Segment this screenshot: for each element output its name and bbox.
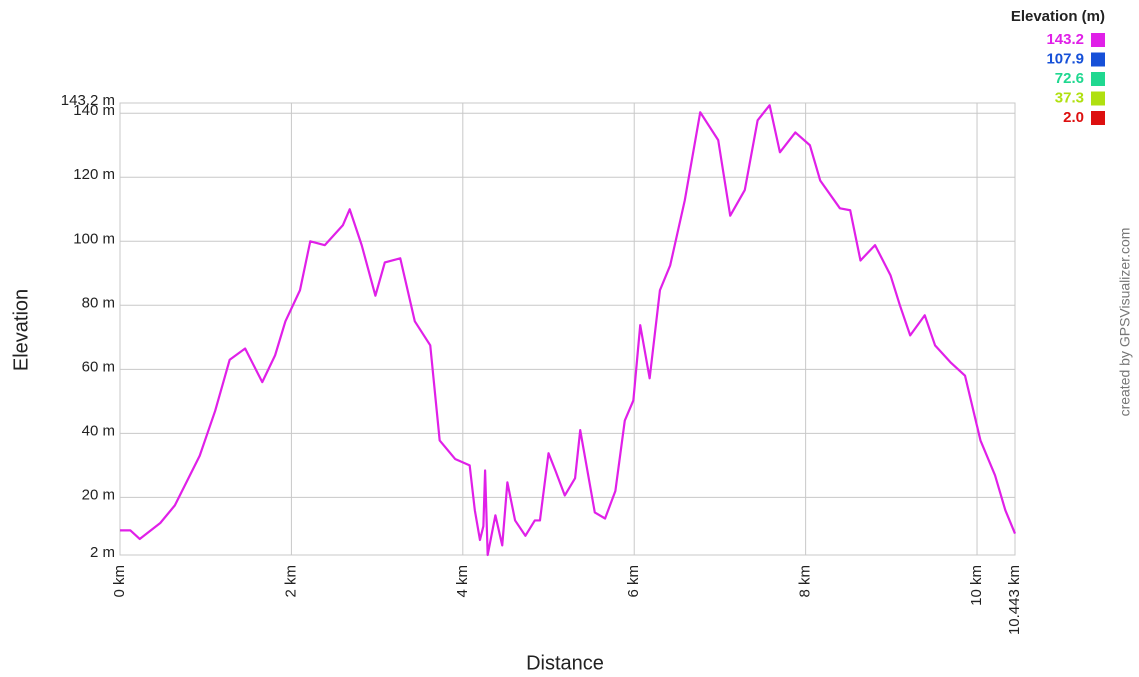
plot-frame bbox=[119, 102, 1016, 556]
y-tick-label: 100 m bbox=[73, 230, 115, 247]
legend-swatch bbox=[1091, 91, 1105, 106]
y-tick-label: 40 m bbox=[82, 422, 115, 439]
x-tick-label: 10.443 km bbox=[1006, 565, 1023, 635]
x-tick-label: 0 km bbox=[111, 565, 128, 598]
legend-swatch bbox=[1091, 33, 1105, 47]
y-tick-label: 80 m bbox=[82, 294, 115, 311]
legend-label: 143.2 bbox=[1046, 31, 1084, 48]
legend-label: 72.6 bbox=[1055, 70, 1084, 87]
legend-swatch bbox=[1091, 72, 1105, 86]
legend-label: 107.9 bbox=[1046, 50, 1084, 67]
y-tick-label: 20 m bbox=[82, 486, 115, 503]
x-axis-label: Distance bbox=[526, 652, 604, 674]
x-tick-label: 8 km bbox=[797, 565, 814, 598]
y-tick-label: 143.2 m bbox=[61, 92, 115, 109]
x-tick-label: 2 km bbox=[282, 565, 299, 598]
x-tick-label: 4 km bbox=[454, 565, 471, 598]
y-axis-label: Elevation bbox=[10, 289, 32, 371]
x-tick-label: 10 km bbox=[968, 565, 985, 606]
y-tick-label: 120 m bbox=[73, 166, 115, 183]
y-tick-label: 2 m bbox=[90, 544, 115, 561]
legend-swatch bbox=[1091, 52, 1105, 67]
credit: created by GPSVisualizer.com bbox=[1117, 228, 1133, 417]
legend-title: Elevation (m) bbox=[1011, 8, 1105, 25]
legend-label: 37.3 bbox=[1055, 89, 1084, 106]
elevation-line bbox=[120, 104, 1017, 557]
y-tick-label: 60 m bbox=[82, 358, 115, 375]
legend-label: 2.0 bbox=[1063, 109, 1084, 126]
legend-swatch bbox=[1091, 111, 1105, 125]
y-tick-label: 140 m bbox=[73, 102, 115, 119]
x-tick-label: 6 km bbox=[625, 565, 642, 598]
